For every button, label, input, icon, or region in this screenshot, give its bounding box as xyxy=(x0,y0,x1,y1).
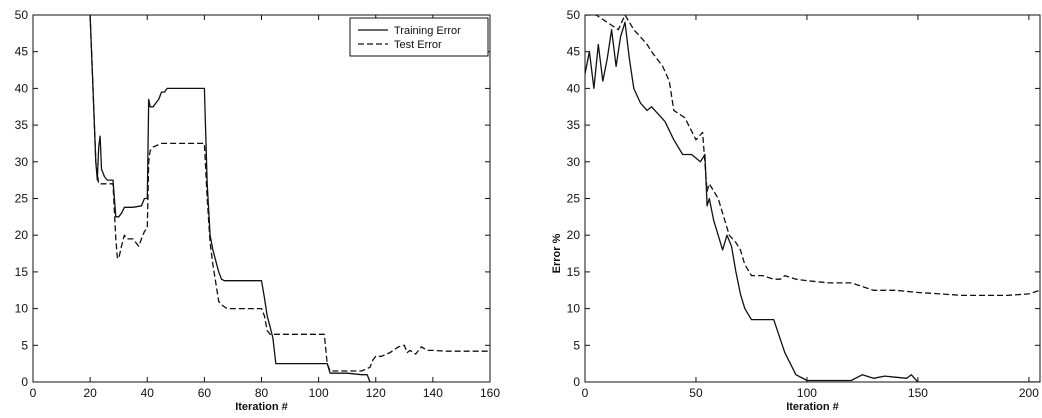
y-tick-label: 35 xyxy=(15,118,29,132)
y-tick-label: 30 xyxy=(567,155,581,169)
y-tick-label: 10 xyxy=(567,302,581,316)
right-chart-panel: 0 5 10 15 20 25 30 35 40 45 50 0 50 100 150 200 Iteratio… xyxy=(551,8,1041,413)
x-tick-label: 100 xyxy=(797,386,817,400)
x-axis-label: Iteration # xyxy=(786,401,839,413)
y-tick-label: 15 xyxy=(15,265,29,279)
y-tick-label: 45 xyxy=(15,45,29,59)
y-tick-label: 40 xyxy=(567,81,581,95)
y-tick-label: 50 xyxy=(567,8,581,22)
x-tick-label: 150 xyxy=(908,386,928,400)
y-tick-label: 5 xyxy=(573,338,580,352)
y-tick-label: 45 xyxy=(567,45,581,59)
x-tick-label: 160 xyxy=(480,386,500,400)
x-tick-label: 50 xyxy=(689,386,703,400)
x-tick-label: 100 xyxy=(309,386,329,400)
x-tick-label: 0 xyxy=(582,386,589,400)
x-tick-label: 200 xyxy=(1019,386,1039,400)
series-line-training-error xyxy=(585,21,1040,382)
y-axis-label: Error % xyxy=(551,233,563,273)
y-tick-label: 0 xyxy=(21,375,28,389)
series-line-training-error xyxy=(89,15,371,382)
y-tick-label: 30 xyxy=(15,155,29,169)
y-tick-label: 35 xyxy=(567,118,581,132)
legend-label: Training Error xyxy=(394,25,461,37)
y-tick-label: 5 xyxy=(21,338,28,352)
left-chart-panel: 0 5 10 15 20 25 30 35 40 45 50 0 20 40 60 80 100 120 140 16… xyxy=(15,8,501,413)
legend-box xyxy=(349,17,489,57)
y-tick-label: 25 xyxy=(15,192,29,206)
x-tick-label: 20 xyxy=(83,386,97,400)
x-tick-label: 40 xyxy=(141,386,155,400)
y-tick-label: 20 xyxy=(567,228,581,242)
plot-frame xyxy=(32,14,491,383)
x-tick-label: 120 xyxy=(366,386,386,400)
x-axis-label: Iteration # xyxy=(235,401,288,413)
y-tick-label: 0 xyxy=(573,375,580,389)
series-line-test-error xyxy=(89,15,490,372)
y-tick-label: 15 xyxy=(567,265,581,279)
y-tick-label: 25 xyxy=(567,192,581,206)
legend-label: Test Error xyxy=(394,39,442,51)
x-tick-label: 80 xyxy=(255,386,269,400)
series-line-test-error xyxy=(585,15,1040,297)
x-tick-label: 140 xyxy=(423,386,443,400)
y-tick-label: 50 xyxy=(15,8,29,22)
y-tick-label: 40 xyxy=(15,81,29,95)
y-tick-label: 10 xyxy=(15,302,29,316)
x-tick-label: 60 xyxy=(198,386,212,400)
x-tick-label: 0 xyxy=(30,386,37,400)
plot-frame xyxy=(584,14,1041,383)
y-tick-label: 20 xyxy=(15,228,29,242)
